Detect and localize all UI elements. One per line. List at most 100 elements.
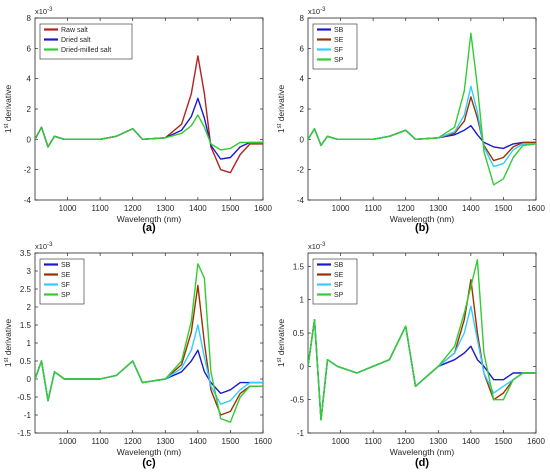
series-line: [308, 259, 536, 421]
series-line: [308, 32, 536, 186]
legend-label: SB: [334, 27, 344, 34]
y-tick-label: 3: [27, 267, 32, 276]
y-axis-label: 1st derivative: [3, 85, 13, 133]
legend-label: SB: [334, 262, 344, 269]
legend-label: SF: [334, 47, 343, 54]
y-tick-label: 8: [27, 14, 32, 23]
legend-label: SP: [334, 57, 344, 64]
panel-caption: (b): [415, 222, 429, 234]
x-tick-label: 1500: [495, 204, 513, 213]
panel-b: -4 -2 0 2 4 6 8 1000 1100 1200 1300 1400 1500 1600 x10…: [276, 7, 545, 234]
x-tick-label: 1000: [59, 204, 77, 213]
legend-label: SE: [334, 37, 344, 44]
y-tick-label: 2: [27, 303, 32, 312]
y-tick-label: -2: [297, 166, 305, 175]
x-tick-label: 1600: [527, 437, 545, 446]
y-tick-label: 0: [27, 375, 32, 384]
legend-box: [312, 258, 358, 305]
legend-label: SP: [61, 292, 71, 299]
x-tick-label: 1500: [222, 204, 240, 213]
y-tick-label: -0.5: [17, 393, 31, 402]
x-tick-label: 1400: [189, 204, 207, 213]
x-tick-label: 1100: [92, 204, 110, 213]
y-tick-label: 0: [27, 135, 32, 144]
y-tick-label: 8: [300, 14, 305, 23]
x-tick-label: 1100: [365, 204, 383, 213]
y-tick-label: 6: [300, 44, 305, 53]
y-tick-label: 2.5: [20, 285, 32, 294]
x-tick-label: 1200: [397, 437, 415, 446]
y-tick-label: 0: [300, 362, 305, 371]
legend-label: SE: [334, 272, 344, 279]
x-tick-label: 1200: [397, 204, 415, 213]
y-tick-label: 2: [300, 105, 305, 114]
y-axis-label: 1st derivative: [3, 319, 13, 367]
panel-caption: (a): [142, 222, 156, 234]
x-tick-label: 1600: [254, 437, 272, 446]
panel-caption: (d): [415, 457, 429, 469]
y-tick-label: 1: [27, 339, 32, 348]
x-axis-label: Wavelength (nm): [117, 447, 182, 457]
y-tick-label: -4: [297, 196, 305, 205]
series-group: [35, 55, 263, 174]
x-tick-label: 1000: [332, 437, 350, 446]
x-tick-label: 1000: [332, 204, 350, 213]
y-axis-label: 1st derivative: [276, 319, 286, 367]
y-tick-label: 6: [27, 44, 32, 53]
series-group: [308, 32, 536, 186]
panel-caption: (c): [142, 457, 156, 469]
y-tick-label: 1.5: [20, 321, 32, 330]
y-tick-label: -1: [297, 429, 305, 438]
y-tick-label: -2: [24, 166, 32, 175]
x-tick-label: 1300: [429, 437, 447, 446]
series-line: [35, 263, 263, 423]
y-tick-label: 0: [300, 135, 305, 144]
x-tick-label: 1500: [222, 437, 240, 446]
y-tick-label: 1: [300, 296, 305, 305]
series-group: [308, 259, 536, 421]
legend-label: SE: [61, 272, 71, 279]
panel-a: -4 -2 0 2 4 6 8 1000 1100 1200 1300 1400 1500 1600 x10…: [3, 7, 272, 234]
legend-label: Dried salt: [61, 37, 91, 44]
x-tick-label: 1400: [462, 437, 480, 446]
series-group: [35, 263, 263, 423]
x-tick-label: 1300: [156, 204, 174, 213]
series-line: [35, 114, 263, 151]
y-tick-label: 4: [27, 75, 32, 84]
x-tick-label: 1600: [527, 204, 545, 213]
legend-box: [39, 258, 85, 305]
legend-label: SP: [334, 292, 344, 299]
x-tick-label: 1500: [495, 437, 513, 446]
y-exponent-label: x10-3: [35, 242, 53, 251]
y-axis-label: 1st derivative: [276, 85, 286, 133]
panel-d: -1 -0.5 0 0.5 1 1.5 1000 1100 1200 1300 1400 1500 16…: [276, 242, 545, 469]
y-tick-label: 0.5: [20, 357, 32, 366]
x-tick-label: 1100: [365, 437, 383, 446]
x-tick-label: 1200: [124, 437, 142, 446]
x-tick-label: 1600: [254, 204, 272, 213]
y-tick-label: 4: [300, 75, 305, 84]
legend-label: SF: [61, 282, 70, 289]
x-tick-label: 1400: [189, 437, 207, 446]
x-tick-label: 1300: [429, 204, 447, 213]
y-exponent-label: x10-3: [308, 242, 326, 251]
legend-label: Dried-milled salt: [61, 47, 111, 54]
x-tick-label: 1200: [124, 204, 142, 213]
x-axis-label: Wavelength (nm): [390, 214, 455, 224]
x-axis-label: Wavelength (nm): [390, 447, 455, 457]
legend-label: SB: [61, 262, 71, 269]
y-exponent-label: x10-3: [35, 7, 53, 16]
y-exponent-label: x10-3: [308, 7, 326, 16]
legend-label: Raw salt: [61, 27, 88, 34]
x-tick-label: 1000: [59, 437, 77, 446]
y-tick-label: -1: [24, 411, 32, 420]
legend-box: [312, 23, 358, 70]
y-tick-label: 2: [27, 105, 32, 114]
y-tick-label: 0.5: [293, 329, 305, 338]
y-tick-label: -4: [24, 196, 32, 205]
x-axis-label: Wavelength (nm): [117, 214, 182, 224]
x-tick-label: 1100: [92, 437, 110, 446]
panel-c: -1.5 -1 -0.5 0 0.5 1 1.5 2 2.5 3 3.5 1000 1100 1200 13…: [3, 242, 272, 469]
y-tick-label: 1.5: [293, 262, 305, 271]
